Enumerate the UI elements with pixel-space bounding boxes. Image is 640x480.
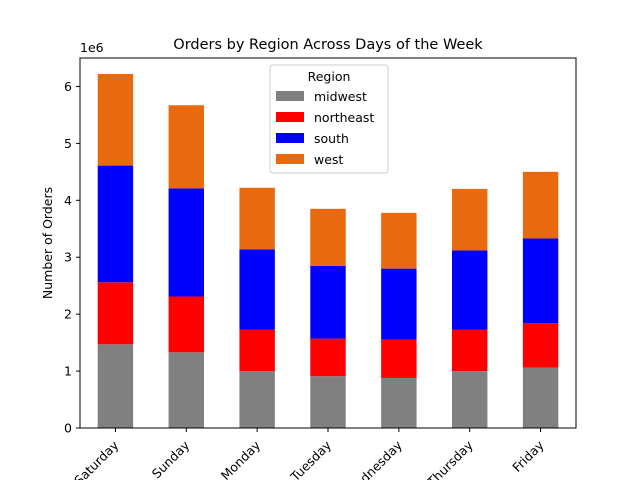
y-axis: 0 1 2 3 4 5 6 [64, 79, 80, 436]
plot-frame [79, 57, 577, 429]
y-axis-multiplier: 1e6 [80, 40, 104, 55]
bar-midwest-tuesday [310, 376, 346, 428]
legend-swatch-northeast [276, 112, 304, 122]
bars-layer [97, 73, 559, 428]
x-tick-label: Thursday [423, 437, 476, 480]
legend-label-northeast: northeast [314, 110, 374, 125]
x-tick-label: Friday [509, 437, 547, 475]
bar-south-friday [522, 238, 559, 324]
bar-south-tuesday [310, 265, 346, 339]
legend-label-midwest: midwest [314, 89, 367, 104]
bar-northeast-friday [522, 323, 559, 368]
legend-label-west: west [314, 152, 343, 167]
legend-title: Region [308, 69, 351, 84]
x-tick-label: Sunday [149, 437, 193, 480]
y-tick-label: 2 [64, 307, 72, 322]
x-tick-label: Saturday [71, 437, 122, 480]
bar-west-monday [239, 187, 275, 250]
bar-northeast-thursday [452, 329, 488, 372]
bar-northeast-saturday [97, 282, 134, 345]
bar-northeast-wednesday [381, 339, 417, 378]
y-tick-label: 5 [64, 136, 72, 151]
bar-midwest-friday [522, 367, 559, 428]
bar-midwest-thursday [452, 371, 488, 428]
bar-south-sunday [168, 188, 204, 297]
bar-south-wednesday [381, 268, 417, 340]
y-tick-label: 6 [64, 79, 72, 94]
x-axis: Saturday Sunday Monday Tuesday Wednesday Thur… [71, 428, 547, 480]
bar-northeast-tuesday [310, 338, 346, 377]
legend-swatch-west [276, 154, 304, 164]
bar-midwest-monday [239, 371, 275, 428]
bar-midwest-wednesday [381, 377, 417, 428]
x-tick-label: Tuesday [287, 437, 335, 480]
bar-south-saturday [97, 165, 134, 283]
y-axis-label: Number of Orders [40, 187, 55, 299]
legend: Region midwest northeast south west [269, 64, 389, 174]
x-tick-label: Wednesday [343, 437, 405, 480]
bar-west-friday [522, 171, 559, 239]
bar-midwest-saturday [97, 344, 134, 428]
bar-northeast-sunday [168, 296, 204, 353]
bar-west-tuesday [310, 208, 346, 266]
legend-swatch-south [276, 133, 304, 143]
chart-title: Orders by Region Across Days of the Week [173, 37, 483, 53]
bar-west-sunday [168, 105, 204, 189]
bar-northeast-monday [239, 329, 275, 372]
bar-west-wednesday [381, 212, 417, 269]
y-tick-label: 0 [64, 421, 72, 436]
legend-swatch-midwest [276, 91, 304, 101]
x-tick-label: Monday [218, 437, 264, 480]
bar-south-thursday [452, 250, 488, 330]
legend-label-south: south [314, 131, 349, 146]
bar-west-thursday [452, 188, 488, 251]
bar-south-monday [239, 249, 275, 330]
bar-west-saturday [97, 73, 134, 166]
y-tick-label: 3 [64, 250, 72, 265]
bar-midwest-sunday [168, 352, 204, 428]
y-tick-label: 1 [64, 364, 72, 379]
y-tick-label: 4 [64, 193, 72, 208]
